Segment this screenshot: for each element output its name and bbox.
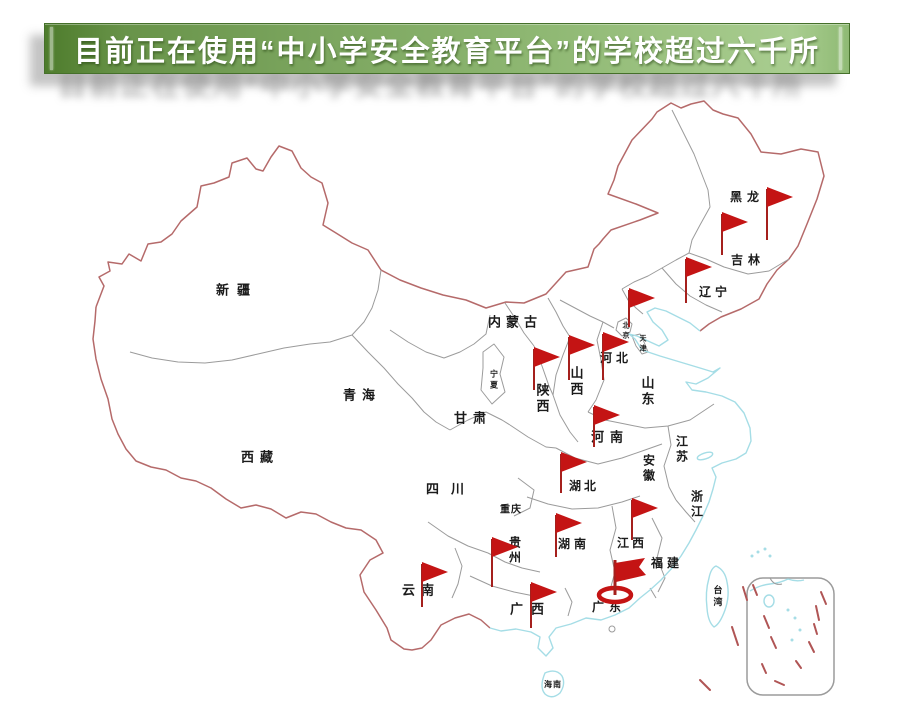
province-label-qinghai: 青海 <box>343 388 381 404</box>
province-label-shaanxi: 陕西 <box>536 383 550 415</box>
province-label-yunnan: 云南 <box>402 583 440 599</box>
banner-shadow-text: 目前正在使用“中小学安全教育平台”的学校超过六千所 <box>57 70 804 102</box>
province-label-hebei: 河北 <box>599 350 632 365</box>
province-label-ningxia: 宁夏 <box>489 368 499 389</box>
flag-marker-jiangxi[interactable] <box>631 498 658 540</box>
flag-marker-hunan[interactable] <box>555 513 582 557</box>
province-label-hainan: 海南 <box>544 679 562 689</box>
banner-title: 目前正在使用“中小学安全教育平台”的学校超过六千所 <box>73 35 820 68</box>
flag-marker-guangxi[interactable] <box>530 582 557 628</box>
south-china-sea-inset <box>699 577 835 696</box>
province-label-shanxi: 山西 <box>570 366 583 398</box>
province-label-tianjin: 天津 <box>640 333 648 352</box>
national-border <box>92 100 825 651</box>
flag-marker-heilongjiang-west[interactable] <box>721 212 748 255</box>
province-label-fujian: 福建 <box>650 555 683 570</box>
flag-marker-shanxi[interactable] <box>568 335 595 380</box>
flag-marker-yunnan[interactable] <box>421 562 448 607</box>
banner: 目前正在使用“中小学安全教育平台”的学校超过六千所 <box>44 23 850 74</box>
flag-marker-henan[interactable] <box>593 405 620 447</box>
province-label-hunan: 湖南 <box>558 536 590 551</box>
province-borders <box>129 109 790 633</box>
flag-marker-liaoning[interactable] <box>628 288 655 327</box>
province-label-liaoning: 辽宁 <box>699 284 731 299</box>
flag-marker-jilin[interactable] <box>685 257 712 303</box>
flag-marker-hebei[interactable] <box>602 332 629 380</box>
flag-marker-guangdong-highlight[interactable] <box>596 558 646 605</box>
province-label-sichuan: 四川 <box>426 483 476 498</box>
province-label-chongqing: 重庆 <box>500 503 522 516</box>
province-label-xizang: 西藏 <box>241 450 279 466</box>
province-label-jiangxi: 江西 <box>617 535 647 550</box>
province-label-xinjiang: 新疆 <box>216 283 258 299</box>
flag-marker-guizhou[interactable] <box>491 537 518 587</box>
province-label-zhejiang: 浙江 <box>691 489 703 519</box>
province-label-gansu: 甘肃 <box>454 411 492 427</box>
province-label-anhui: 安徽 <box>642 453 656 483</box>
province-label-hubei: 湖北 <box>569 478 599 493</box>
flag-marker-shaanxi[interactable] <box>533 347 560 390</box>
province-label-jiangsu: 江苏 <box>676 434 688 464</box>
province-label-jilin: 吉林 <box>731 252 765 267</box>
province-label-beijing: 北京 <box>623 320 630 339</box>
province-label-neimenggu: 内蒙古 <box>488 315 542 331</box>
coastline <box>489 307 772 698</box>
flag-markers <box>421 187 793 628</box>
province-label-heilongjiang: 黑龙 <box>730 189 764 204</box>
nine-dash-line <box>699 584 827 691</box>
province-label-shandong: 山东 <box>641 376 654 408</box>
province-label-guangxi: 广西 <box>510 602 552 618</box>
flag-marker-hubei[interactable] <box>560 452 587 493</box>
province-label-taiwan: 台湾 <box>713 584 722 608</box>
province-label-henan: 河南 <box>591 430 629 446</box>
flag-marker-heilongjiang-east[interactable] <box>766 187 793 240</box>
